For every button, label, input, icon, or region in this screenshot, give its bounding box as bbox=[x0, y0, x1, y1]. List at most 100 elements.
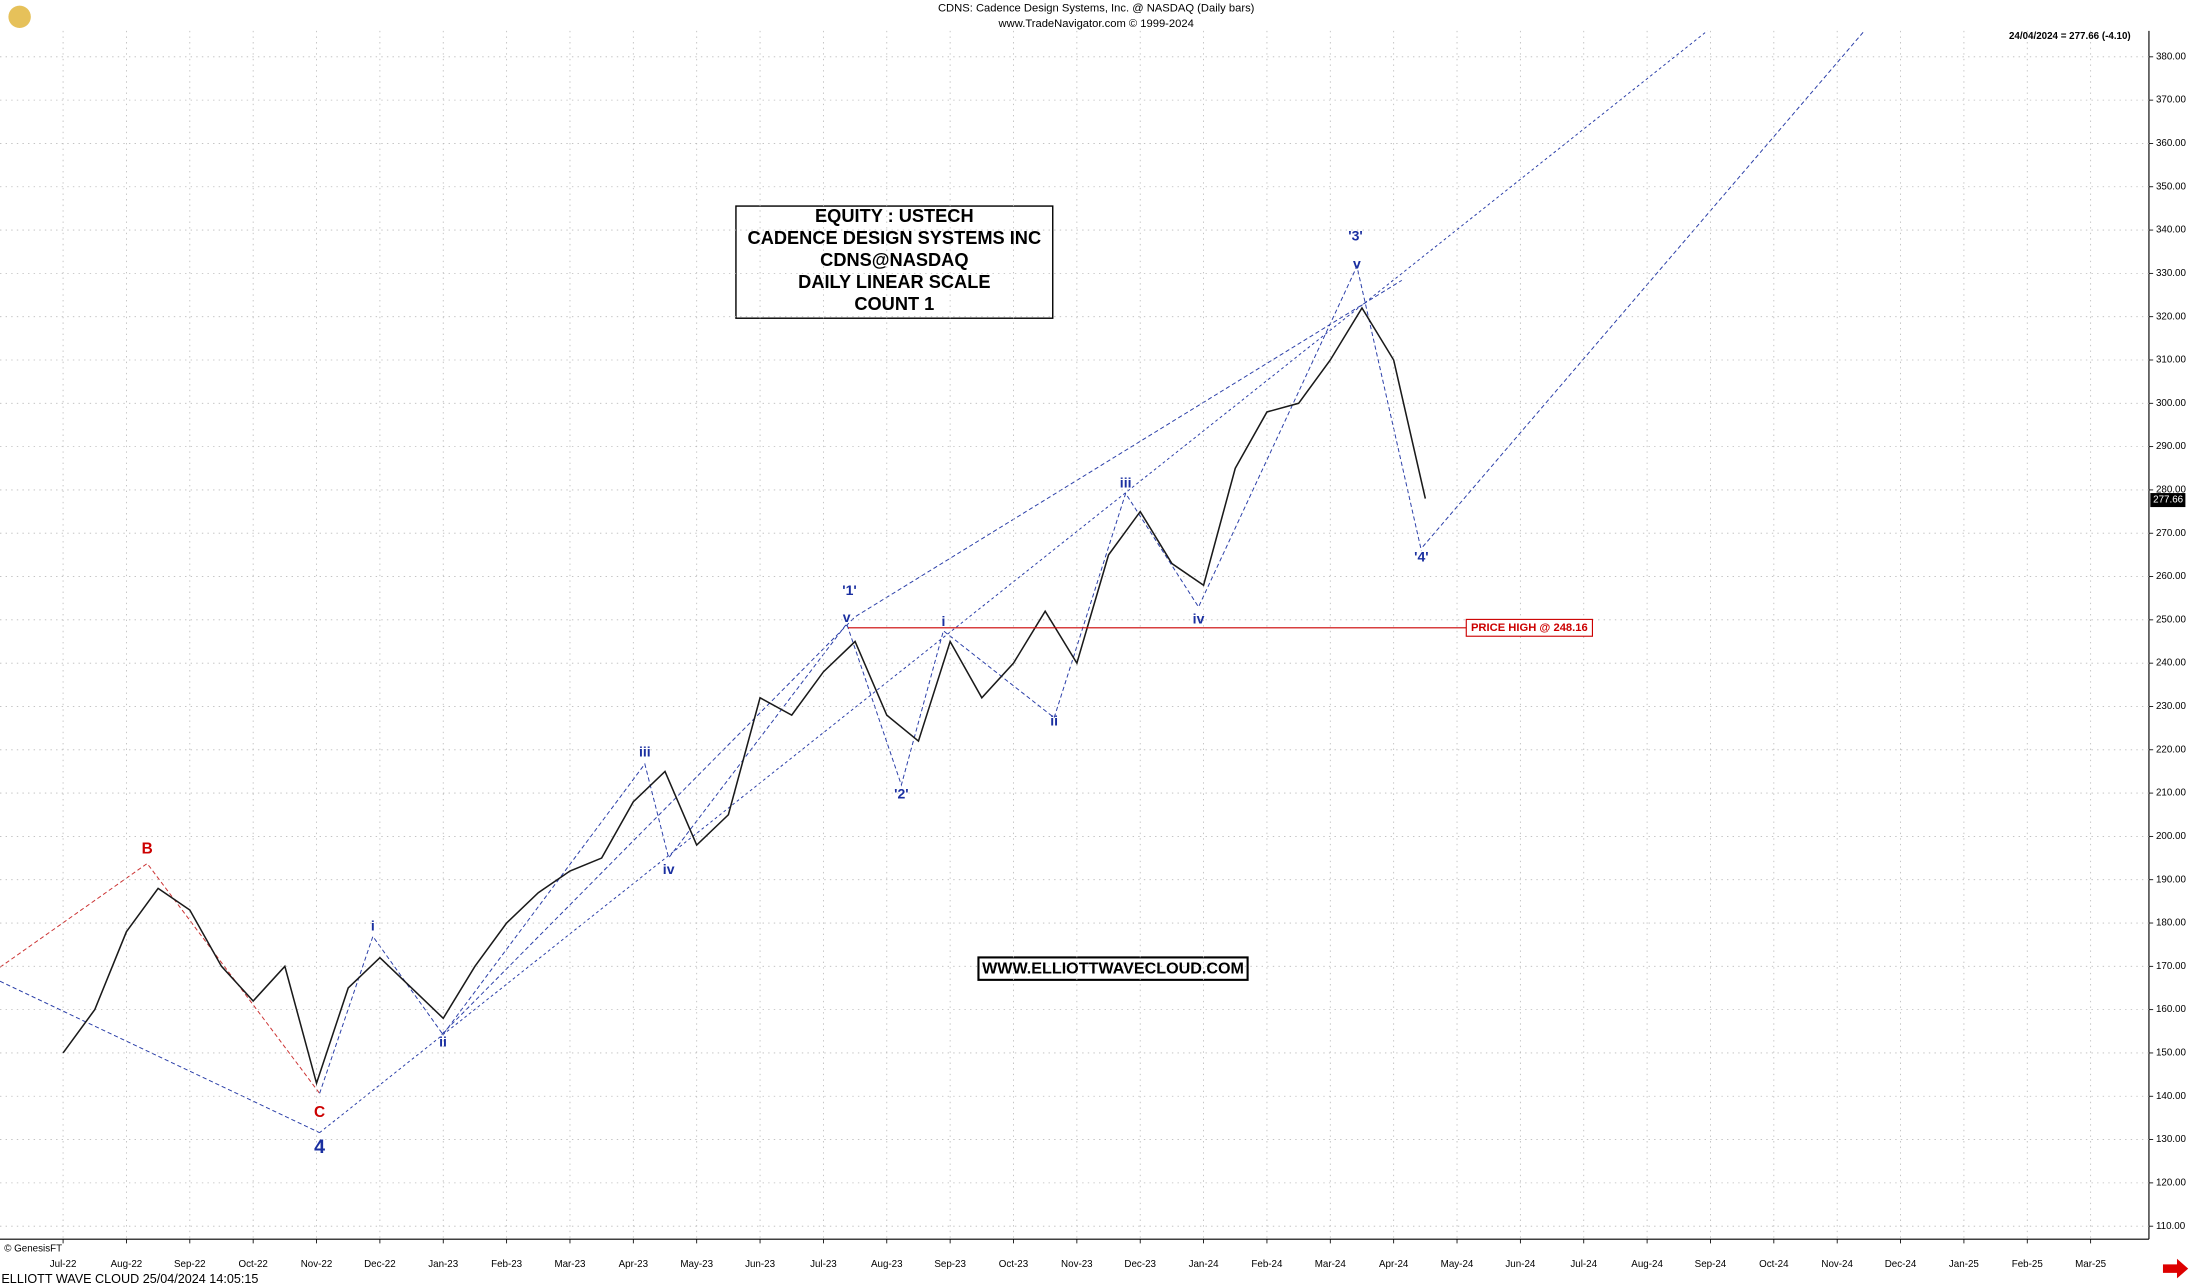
x-tick-label: Jun-24 bbox=[1505, 1259, 1536, 1270]
x-tick-label: Jun-23 bbox=[745, 1259, 776, 1270]
y-tick-label: 210.00 bbox=[2156, 788, 2187, 799]
info-line: COUNT 1 bbox=[854, 294, 934, 314]
x-tick-label: Nov-22 bbox=[301, 1259, 333, 1270]
y-tick-label: 230.00 bbox=[2156, 701, 2187, 712]
y-tick-label: 180.00 bbox=[2156, 918, 2187, 929]
x-tick-label: Dec-23 bbox=[1124, 1259, 1156, 1270]
x-tick-label: Aug-23 bbox=[871, 1259, 903, 1270]
y-tick-label: 240.00 bbox=[2156, 658, 2187, 669]
y-tick-label: 110.00 bbox=[2156, 1221, 2186, 1232]
wave-label: 4 bbox=[314, 1136, 325, 1158]
x-tick-label: Jul-22 bbox=[50, 1259, 77, 1270]
info-line: CDNS@NASDAQ bbox=[820, 250, 968, 270]
wave-label: i bbox=[371, 917, 375, 933]
price-high-label: PRICE HIGH @ 248.16 bbox=[1471, 622, 1588, 634]
y-tick-label: 350.00 bbox=[2156, 181, 2187, 192]
y-tick-label: 190.00 bbox=[2156, 874, 2187, 885]
x-tick-label: Jan-25 bbox=[1949, 1259, 1980, 1270]
x-tick-label: Dec-24 bbox=[1885, 1259, 1917, 1270]
info-box bbox=[735, 205, 1054, 319]
y-tick-label: 260.00 bbox=[2156, 571, 2187, 582]
x-tick-label: Sep-22 bbox=[174, 1259, 206, 1270]
x-tick-label: Aug-22 bbox=[111, 1259, 143, 1270]
y-tick-label: 160.00 bbox=[2156, 1004, 2187, 1015]
y-tick-label: 220.00 bbox=[2156, 744, 2187, 755]
y-tick-label: 150.00 bbox=[2156, 1048, 2187, 1059]
price-high-box bbox=[1465, 618, 1593, 637]
x-tick-label: Apr-23 bbox=[619, 1259, 649, 1270]
x-tick-label: Apr-24 bbox=[1379, 1259, 1409, 1270]
wave-label: C bbox=[314, 1104, 325, 1121]
y-tick-label: 320.00 bbox=[2156, 311, 2187, 322]
x-tick-label: May-23 bbox=[680, 1259, 713, 1270]
x-tick-label: Oct-23 bbox=[999, 1259, 1029, 1270]
x-tick-label: Feb-25 bbox=[2012, 1259, 2044, 1270]
subtitle: www.TradeNavigator.com © 1999-2024 bbox=[998, 18, 1194, 30]
logo bbox=[8, 5, 31, 29]
channel-line bbox=[0, 980, 320, 1134]
x-tick-label: Feb-24 bbox=[1251, 1259, 1283, 1270]
wave-line bbox=[0, 862, 321, 1094]
wave-label: B bbox=[142, 841, 153, 858]
wave-label: i bbox=[941, 613, 945, 629]
channel-line bbox=[1422, 30, 1865, 548]
wave-label: '3' bbox=[1348, 228, 1362, 244]
x-tick-label: Sep-23 bbox=[934, 1259, 966, 1270]
y-tick-label: 310.00 bbox=[2156, 355, 2187, 366]
y-tick-label: 290.00 bbox=[2156, 441, 2187, 452]
x-tick-label: Mar-24 bbox=[1315, 1259, 1347, 1270]
x-tick-label: Feb-23 bbox=[491, 1259, 523, 1270]
last-quote: 24/04/2024 = 277.66 (-4.10) bbox=[2009, 31, 2131, 42]
credit: © GenesisFT bbox=[4, 1244, 62, 1255]
price-line bbox=[62, 306, 1427, 1086]
x-tick-label: Oct-24 bbox=[1759, 1259, 1789, 1270]
wave-label: v bbox=[843, 609, 851, 625]
x-tick-label: Jul-24 bbox=[1570, 1259, 1597, 1270]
x-tick-label: Jan-23 bbox=[428, 1259, 459, 1270]
wave-line bbox=[319, 264, 1422, 1094]
last-price-tag bbox=[2150, 493, 2186, 508]
wave-label: '2' bbox=[894, 786, 908, 802]
y-tick-label: 170.00 bbox=[2156, 961, 2187, 972]
x-tick-label: Nov-23 bbox=[1061, 1259, 1093, 1270]
x-tick-label: Jan-24 bbox=[1189, 1259, 1220, 1270]
info-line: DAILY LINEAR SCALE bbox=[798, 272, 990, 292]
channels bbox=[0, 30, 1865, 1134]
wave-label: ii bbox=[439, 1034, 447, 1050]
channel-line bbox=[319, 30, 1708, 1134]
wave-label: iv bbox=[663, 861, 675, 877]
y-tick-label: 380.00 bbox=[2156, 51, 2187, 62]
y-tick-label: 270.00 bbox=[2156, 528, 2187, 539]
y-tick-label: 130.00 bbox=[2156, 1134, 2187, 1145]
wave-label: iii bbox=[639, 743, 651, 759]
y-tick-label: 280.00 bbox=[2156, 485, 2187, 496]
y-tick-label: 370.00 bbox=[2156, 95, 2187, 106]
wave-label: v bbox=[1353, 256, 1361, 272]
y-tick-label: 360.00 bbox=[2156, 138, 2187, 149]
x-tick-label: Jul-23 bbox=[810, 1259, 837, 1270]
website-box bbox=[977, 956, 1249, 981]
x-tick-label: Nov-24 bbox=[1821, 1259, 1853, 1270]
wave-label: '1' bbox=[842, 582, 856, 598]
wave-label: iv bbox=[1193, 610, 1205, 626]
y-tick-label: 340.00 bbox=[2156, 225, 2187, 236]
y-tick-label: 120.00 bbox=[2156, 1177, 2187, 1188]
info-line: EQUITY : USTECH bbox=[815, 206, 974, 226]
y-tick-label: 250.00 bbox=[2156, 614, 2187, 625]
x-tick-label: Mar-25 bbox=[2075, 1259, 2107, 1270]
website: WWW.ELLIOTTWAVECLOUD.COM bbox=[982, 960, 1244, 978]
y-tick-label: 140.00 bbox=[2156, 1091, 2187, 1102]
scroll-arrow[interactable] bbox=[2162, 1258, 2189, 1279]
x-tick-label: Sep-24 bbox=[1695, 1259, 1727, 1270]
y-tick-label: 300.00 bbox=[2156, 398, 2187, 409]
x-tick-label: May-24 bbox=[1441, 1259, 1474, 1270]
x-tick-label: Dec-22 bbox=[364, 1259, 396, 1270]
x-tick-label: Oct-22 bbox=[238, 1259, 267, 1270]
wave-label: iii bbox=[1120, 474, 1132, 490]
last-price-label: 277.66 bbox=[2153, 495, 2184, 506]
x-tick-label: Mar-23 bbox=[554, 1259, 586, 1270]
info-line: CADENCE DESIGN SYSTEMS INC bbox=[748, 228, 1042, 248]
wave-label: ii bbox=[1050, 713, 1058, 729]
